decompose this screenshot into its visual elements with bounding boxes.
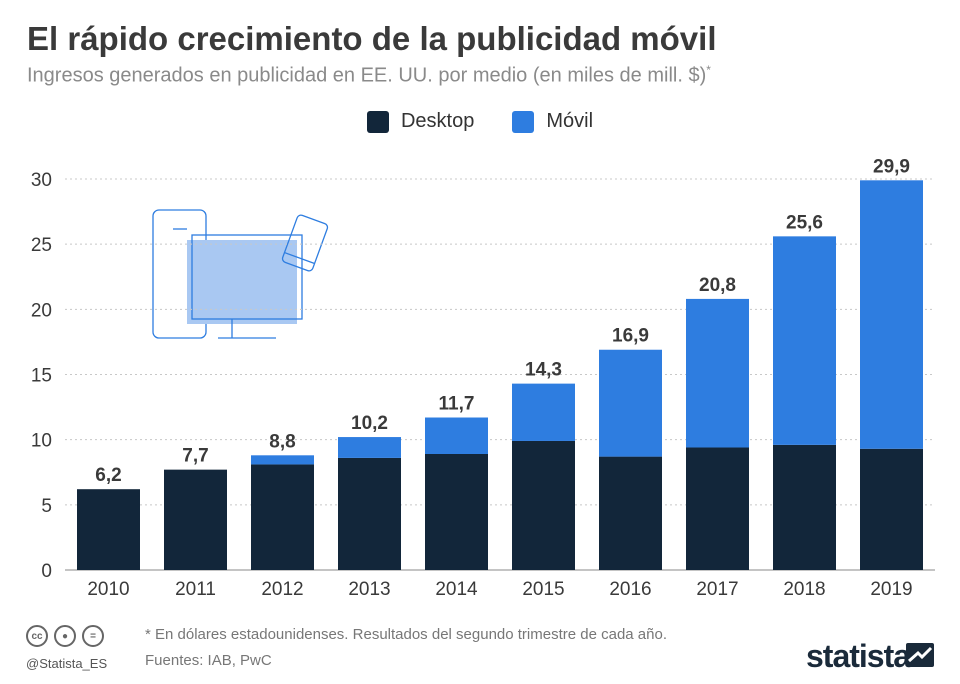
x-tick-label: 2014 — [435, 579, 478, 600]
legend-label-mobile: Móvil — [546, 110, 594, 132]
chart-legend: Desktop Móvil — [0, 110, 960, 133]
y-tick-label: 0 — [41, 561, 52, 582]
y-tick-label: 10 — [31, 431, 52, 452]
x-tick-label: 2017 — [696, 579, 738, 600]
legend-swatch-desktop — [366, 110, 389, 133]
bar-mobile — [425, 417, 488, 455]
bar-desktop — [425, 454, 488, 570]
x-tick-label: 2015 — [522, 579, 564, 600]
bar-desktop — [686, 447, 749, 570]
bar-mobile — [338, 437, 401, 458]
data-label-total: 16,9 — [612, 326, 649, 347]
bar-desktop — [338, 457, 401, 570]
data-label-total: 25,6 — [786, 212, 823, 233]
chart-subtitle: Ingresos generados en publicidad en EE. … — [27, 63, 711, 88]
bar-desktop — [164, 469, 227, 570]
x-tick-label: 2010 — [87, 579, 129, 600]
bar-desktop — [512, 440, 575, 570]
x-tick-label: 2013 — [348, 579, 390, 600]
chart-title: El rápido crecimiento de la publicidad m… — [27, 20, 717, 57]
bar-desktop — [860, 448, 923, 570]
legend-label-desktop: Desktop — [400, 110, 475, 132]
subtitle-text: Ingresos generados en publicidad en EE. … — [27, 64, 707, 87]
data-label-total: 6,2 — [95, 465, 121, 486]
bar-mobile — [251, 455, 314, 465]
brand-logo[interactable]: statista — [806, 638, 911, 674]
y-tick-label: 5 — [41, 496, 52, 517]
subtitle-footnote-mark: * — [706, 63, 711, 77]
legend-item-desktop: Desktop — [366, 110, 475, 133]
legend-item-mobile: Móvil — [512, 110, 593, 133]
y-tick-label: 20 — [31, 300, 52, 321]
bar-desktop — [773, 444, 836, 570]
devices-illustration-icon — [152, 209, 329, 339]
x-tick-label: 2016 — [609, 579, 651, 600]
data-label-total: 10,2 — [351, 413, 388, 434]
bar-mobile — [860, 180, 923, 449]
sources: Fuentes: IAB, PwC — [145, 652, 272, 669]
data-label-total: 29,9 — [873, 156, 910, 177]
legend-swatch-mobile — [512, 110, 535, 133]
data-label-total: 7,7 — [182, 446, 208, 467]
bar-desktop — [251, 464, 314, 570]
bar-mobile — [773, 236, 836, 445]
bar-desktop — [77, 489, 140, 570]
y-tick-label: 30 — [31, 170, 52, 191]
license-icons: cc ● = — [26, 625, 104, 647]
creative-commons-icon[interactable]: cc — [26, 625, 48, 647]
statista-logo-icon — [906, 643, 934, 667]
data-label-total: 20,8 — [699, 275, 736, 296]
data-label-total: 14,3 — [525, 360, 562, 381]
attribution-icon[interactable]: ● — [54, 625, 76, 647]
data-label-total: 11,7 — [439, 394, 475, 415]
social-handle[interactable]: @Statista_ES — [26, 656, 108, 671]
y-tick-label: 25 — [31, 235, 52, 256]
bar-chart: 0 5 10 15 20 25 30 6,2 2010 7,7 2011 8,8 2012 10,2 20… — [31, 156, 935, 600]
x-tick-label: 2018 — [783, 579, 825, 600]
footnote: * En dólares estadounidenses. Resultados… — [145, 626, 668, 643]
bar-mobile — [512, 383, 575, 441]
x-tick-label: 2012 — [261, 579, 303, 600]
x-tick-label: 2011 — [175, 579, 216, 600]
bar-mobile — [599, 349, 662, 457]
data-label-total: 8,8 — [269, 431, 295, 452]
x-tick-label: 2019 — [870, 579, 912, 600]
bar-desktop — [599, 456, 662, 570]
y-tick-label: 15 — [31, 366, 52, 387]
no-derivatives-icon[interactable]: = — [82, 625, 104, 647]
bar-mobile — [686, 298, 749, 448]
